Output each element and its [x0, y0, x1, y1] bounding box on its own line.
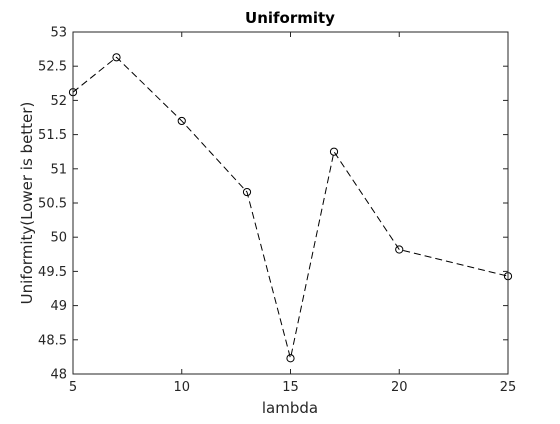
- y-tick-label: 51: [50, 162, 67, 177]
- x-tick-label: 15: [282, 380, 299, 395]
- y-tick-label: 48: [50, 368, 67, 383]
- x-tick-label: 10: [173, 380, 190, 395]
- series-line: [72, 56, 509, 359]
- plot-area: [73, 32, 508, 374]
- x-tick-label: 25: [500, 380, 517, 395]
- chart-title: Uniformity: [245, 9, 335, 27]
- y-tick-label: 50: [50, 231, 67, 246]
- y-axis-label: Uniformity(Lower is better): [18, 102, 36, 305]
- x-tick-label: 20: [391, 380, 408, 395]
- x-axis-label: lambda: [262, 399, 318, 417]
- y-tick-label: 49.5: [38, 265, 67, 280]
- y-tick-label: 52.5: [38, 60, 67, 75]
- tick-labels: 5 10 15 20 25 48 48.5 49 49.5 50 50.5 51 51.5 52 52.5 5…: [38, 26, 516, 396]
- y-tick-label: 52: [50, 94, 67, 109]
- data-point-marker: [286, 354, 295, 363]
- y-tick-label: 49: [50, 299, 67, 314]
- data-point-marker: [242, 187, 252, 197]
- axes-box: [72, 31, 509, 375]
- y-tick-label: 51.5: [38, 128, 67, 143]
- data-point-marker: [177, 116, 186, 126]
- y-tick-label: 48.5: [38, 333, 67, 348]
- data-point-marker: [395, 245, 404, 254]
- data-point-marker: [112, 53, 121, 62]
- x-tick-label: 5: [69, 380, 77, 395]
- y-tick-label: 50.5: [38, 197, 67, 212]
- data-point-marker: [329, 147, 339, 156]
- y-tick-label: 53: [50, 26, 67, 41]
